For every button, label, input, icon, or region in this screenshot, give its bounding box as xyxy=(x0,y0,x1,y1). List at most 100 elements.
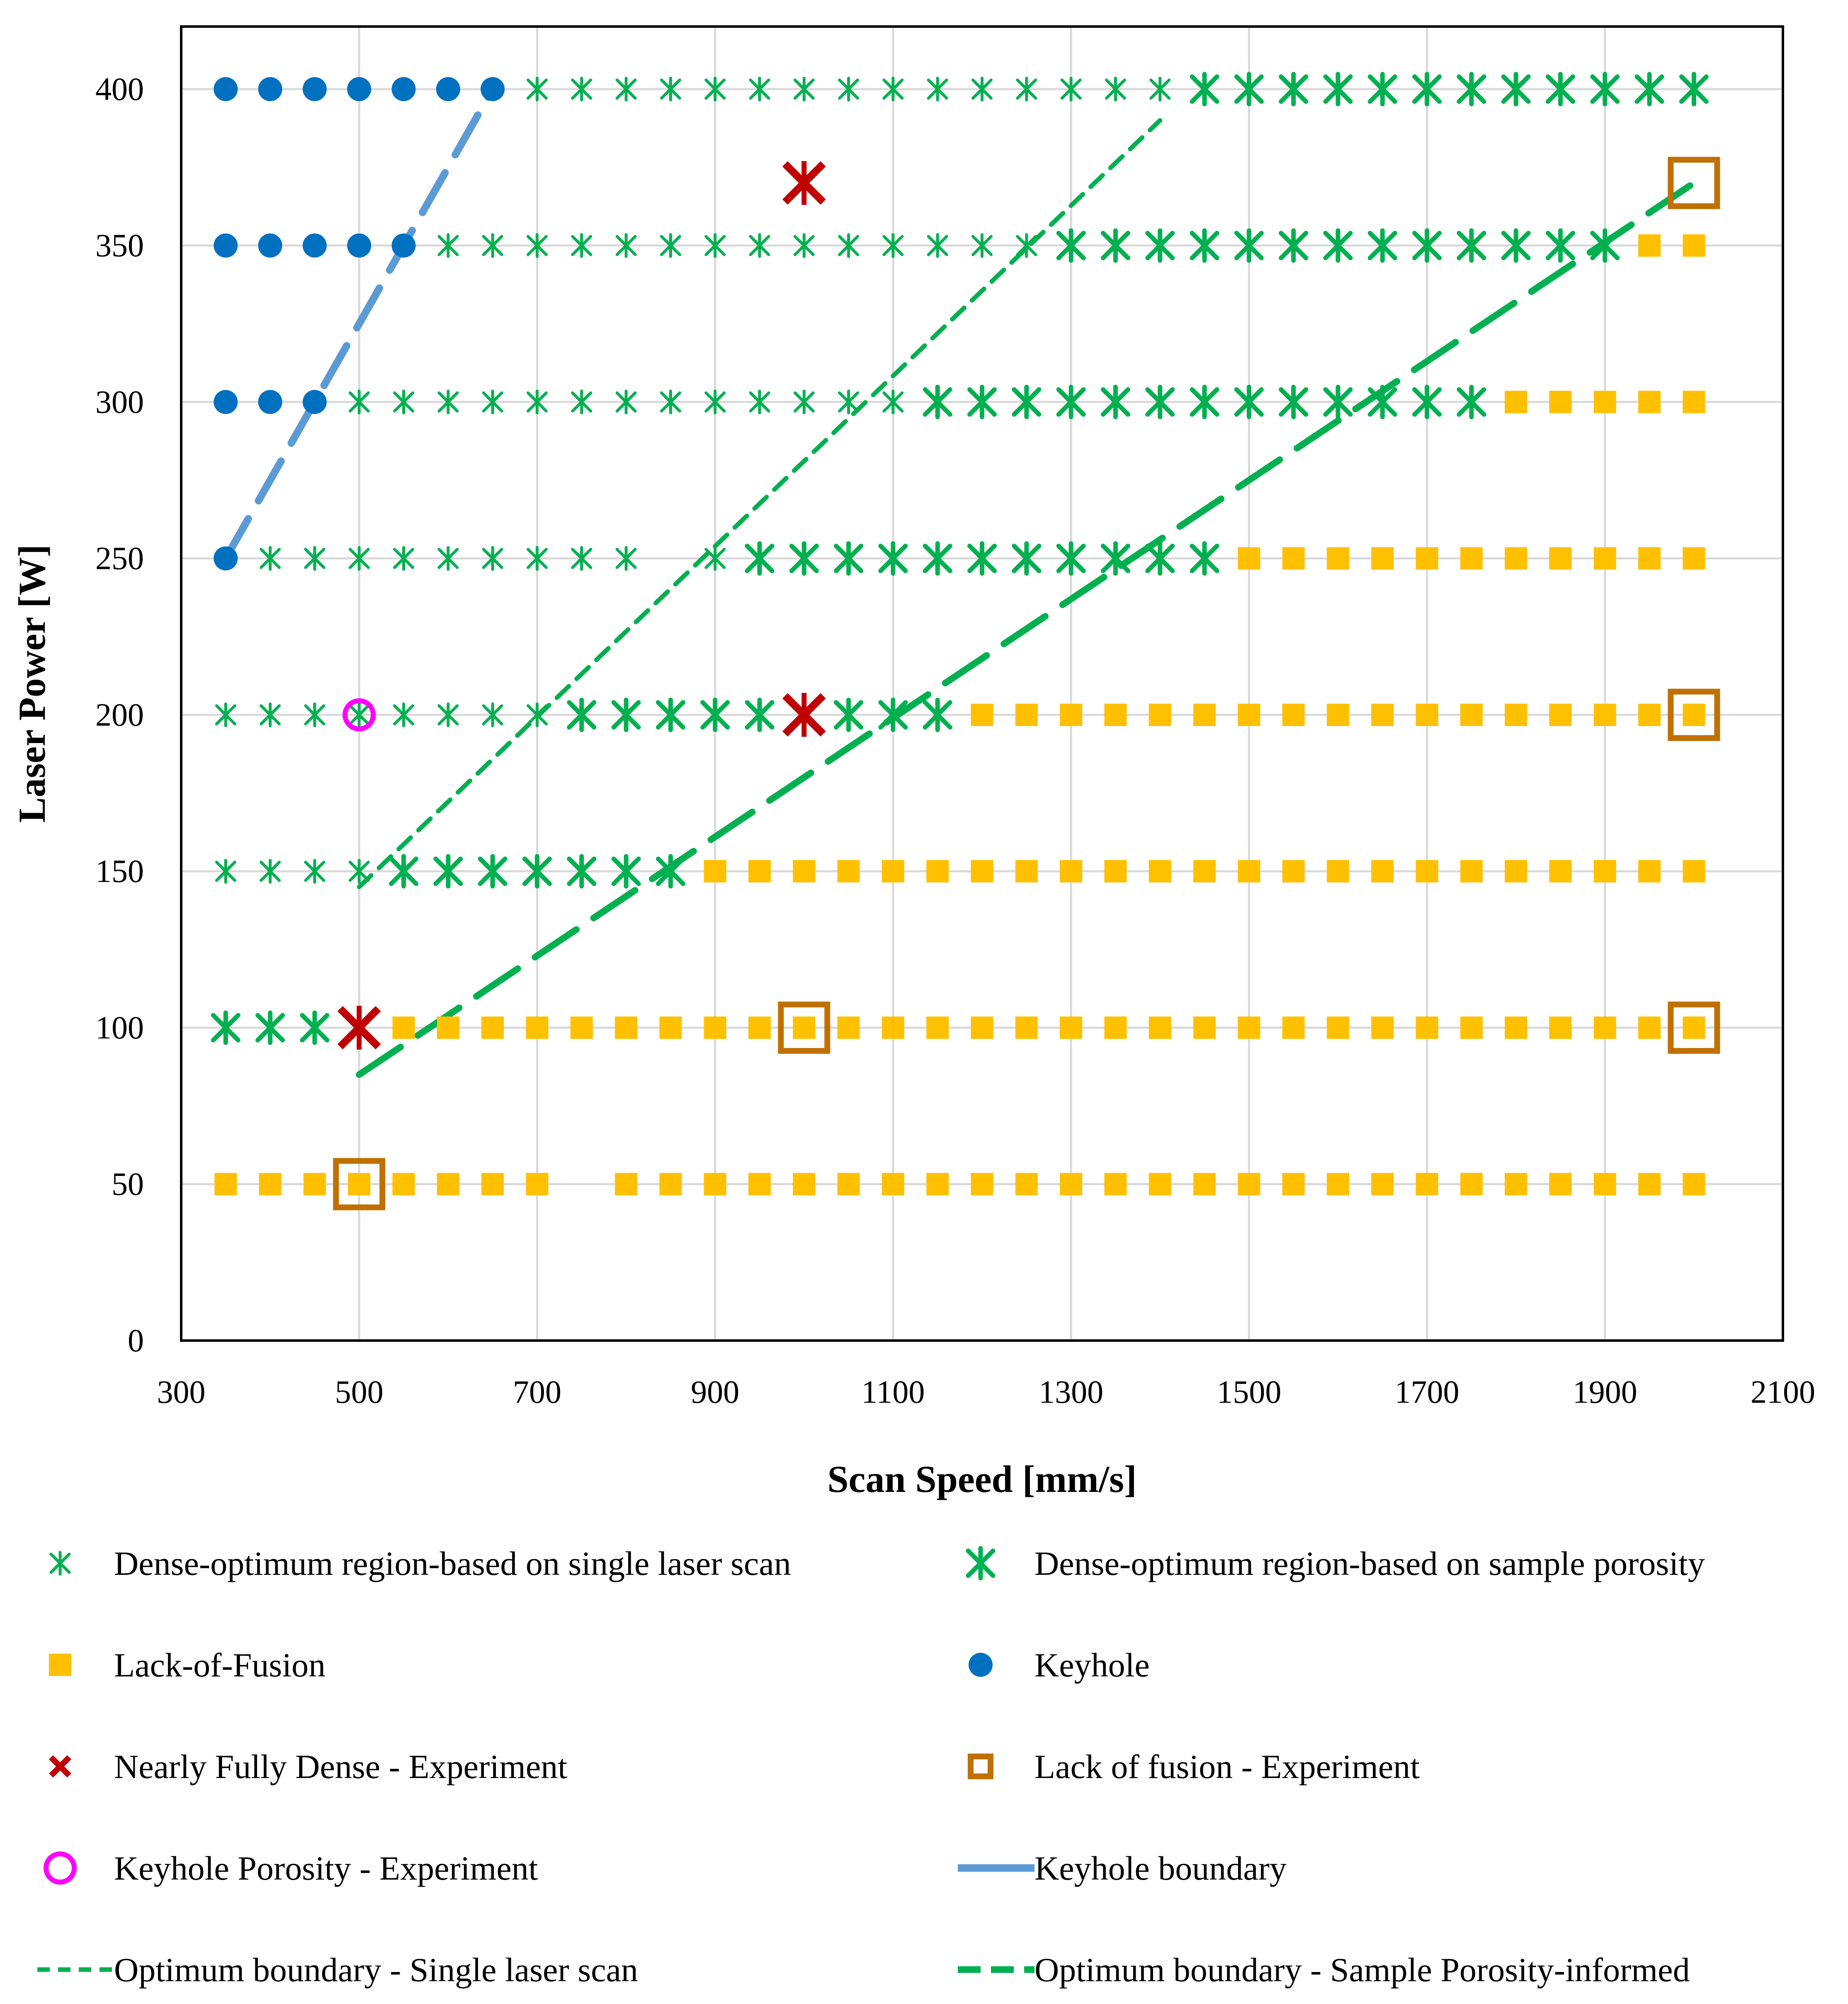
data-point-star-large xyxy=(478,854,508,889)
data-point-open-square xyxy=(333,1158,386,1210)
data-point-square xyxy=(1549,860,1572,883)
data-point-square xyxy=(481,1173,504,1195)
square-shape xyxy=(971,703,993,726)
data-point-star-small xyxy=(393,546,415,571)
square-shape xyxy=(837,1173,860,1195)
data-point-square xyxy=(1460,1173,1483,1195)
data-point-x-large xyxy=(782,693,826,737)
data-point-star-small xyxy=(971,77,993,102)
data-point-star-large xyxy=(1012,384,1042,419)
data-point-star-small xyxy=(1149,77,1171,102)
data-point-circle xyxy=(391,77,416,101)
data-point-star-large xyxy=(1501,228,1531,263)
legend-item: Keyhole xyxy=(969,1646,1150,1684)
open-square-shape xyxy=(778,1001,831,1054)
square-shape xyxy=(1015,1173,1038,1195)
data-point-star-large xyxy=(1190,228,1219,263)
data-point-square xyxy=(1638,547,1661,570)
data-point-square xyxy=(1683,391,1705,413)
square-shape xyxy=(1549,1016,1572,1039)
data-point-square xyxy=(348,1173,371,1195)
data-point-star-large xyxy=(1234,228,1264,263)
data-point-star-small xyxy=(437,389,459,415)
data-point-star-large xyxy=(211,1010,240,1045)
data-point-square xyxy=(1460,703,1483,726)
x-tick-label: 2100 xyxy=(1751,1374,1815,1410)
circle-shape xyxy=(258,390,282,414)
data-point-circle xyxy=(214,390,238,414)
data-point-square xyxy=(1549,1016,1572,1039)
square-shape xyxy=(1593,703,1616,726)
data-point-square xyxy=(1549,547,1572,570)
square-shape xyxy=(1683,234,1705,257)
data-point-square xyxy=(1060,1173,1083,1195)
data-point-star-large xyxy=(1367,228,1397,263)
data-point-star-large xyxy=(1234,384,1264,419)
square-shape xyxy=(1505,1173,1527,1195)
data-point-square xyxy=(1638,1016,1661,1039)
data-point-square xyxy=(1683,860,1705,883)
data-point-star-large xyxy=(1145,384,1175,419)
square-shape xyxy=(1593,1173,1616,1195)
data-point-square xyxy=(1593,1173,1616,1195)
data-point-star-small xyxy=(704,389,726,415)
data-point-circle xyxy=(391,233,416,258)
legend-label: Keyhole xyxy=(1034,1646,1150,1684)
data-point-star-small xyxy=(437,546,459,571)
square-shape xyxy=(1638,547,1661,570)
square-shape xyxy=(1193,703,1216,726)
legend-label: Lack-of-Fusion xyxy=(114,1646,325,1684)
data-point-square xyxy=(1060,1016,1083,1039)
legend-label: Keyhole Porosity - Experiment xyxy=(114,1849,538,1887)
data-point-star-large xyxy=(1457,384,1486,419)
square-shape xyxy=(259,1173,282,1195)
square-shape xyxy=(1505,703,1527,726)
data-point-square xyxy=(1416,547,1438,570)
data-point-square xyxy=(1060,703,1083,726)
data-point-square xyxy=(1104,860,1127,883)
data-point-star-small xyxy=(660,77,681,102)
data-point-star-large xyxy=(255,1010,285,1045)
square-shape xyxy=(526,1016,549,1039)
plot-frame xyxy=(180,25,1784,1342)
square-shape xyxy=(1371,703,1394,726)
data-point-star-large xyxy=(1323,228,1353,263)
data-point-square xyxy=(1549,703,1572,726)
data-point-circle xyxy=(302,390,327,414)
x-tick-label: 1100 xyxy=(861,1374,925,1410)
data-point-square xyxy=(1638,1173,1661,1195)
x-tick-label: 900 xyxy=(691,1374,739,1410)
legend-item: Optimum boundary - Single laser scan xyxy=(37,1951,638,1989)
data-point-square xyxy=(1193,1173,1216,1195)
data-point-square xyxy=(971,860,993,883)
circle-shape xyxy=(347,77,372,101)
data-point-square xyxy=(1326,547,1349,570)
x-tick-label: 1300 xyxy=(1039,1374,1103,1410)
data-point-square xyxy=(1505,860,1527,883)
data-point-star-large xyxy=(1545,228,1575,263)
data-point-square xyxy=(882,860,904,883)
data-point-star-small xyxy=(526,233,548,258)
square-shape xyxy=(1326,703,1349,726)
data-point-circle xyxy=(214,233,238,258)
data-point-circle xyxy=(481,77,505,101)
data-point-star-small xyxy=(260,859,281,884)
data-point-square xyxy=(526,1173,549,1195)
circle-shape xyxy=(302,233,327,258)
data-point-star-large xyxy=(967,541,997,576)
y-tick-label: 100 xyxy=(95,1009,144,1045)
square-shape xyxy=(1282,547,1305,570)
data-point-square xyxy=(1371,703,1394,726)
square-shape xyxy=(1683,391,1705,413)
data-point-square xyxy=(971,1173,993,1195)
circle-shape xyxy=(302,77,327,101)
data-point-star-small xyxy=(482,546,503,571)
data-point-star-large xyxy=(923,541,952,576)
data-point-star-small xyxy=(838,77,860,102)
data-point-star-large xyxy=(656,697,685,732)
data-point-square xyxy=(437,1173,459,1195)
data-point-square xyxy=(1371,860,1394,883)
data-point-square xyxy=(1015,703,1038,726)
square-shape xyxy=(49,1654,71,1676)
square-shape xyxy=(748,1173,771,1195)
